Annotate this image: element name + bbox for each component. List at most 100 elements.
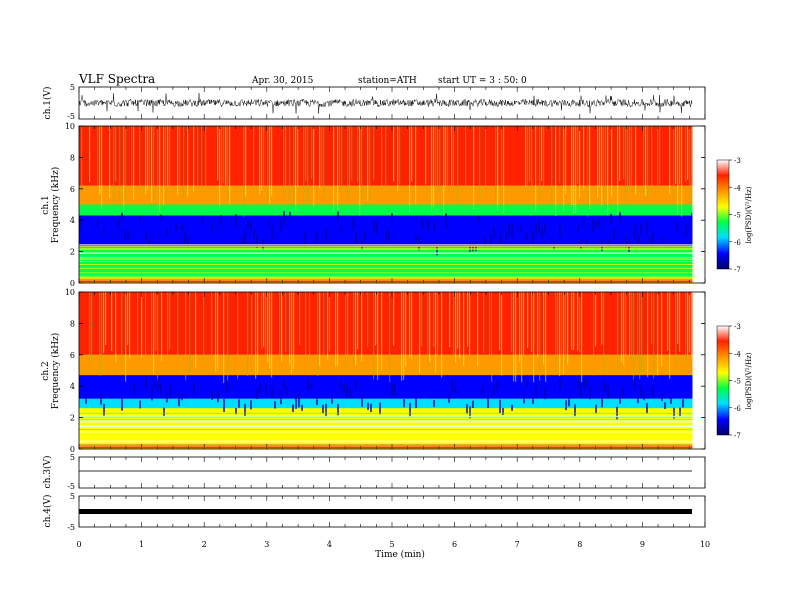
psd-streak bbox=[341, 126, 343, 190]
psd-speckle bbox=[271, 226, 273, 241]
psd-band-5 bbox=[79, 278, 693, 283]
psd-speckle bbox=[181, 393, 183, 401]
psd-streak bbox=[579, 126, 581, 199]
psd-speckle bbox=[640, 385, 642, 397]
psd-streak bbox=[575, 126, 577, 213]
psd-streak bbox=[651, 126, 653, 202]
psd-streak bbox=[167, 292, 169, 374]
freq-tick-label: 2 bbox=[70, 248, 75, 257]
psd-streak bbox=[223, 292, 225, 383]
psd-streak bbox=[677, 126, 679, 215]
psd-speckle bbox=[496, 381, 498, 390]
psd-streak bbox=[675, 292, 677, 367]
freq-tick-label: 8 bbox=[70, 319, 75, 328]
psd-speckle bbox=[226, 379, 228, 393]
psd-streak bbox=[119, 126, 121, 201]
psd-speckle bbox=[283, 211, 285, 225]
time-tick-label: 6 bbox=[452, 540, 457, 549]
psd-speckle bbox=[421, 219, 423, 229]
psd-speckle bbox=[355, 379, 357, 390]
psd-streak bbox=[631, 292, 633, 360]
psd-speckle bbox=[121, 397, 123, 411]
psd-speckle bbox=[145, 376, 147, 388]
psd-speckle bbox=[619, 212, 621, 222]
figure-title: VLF Spectra bbox=[78, 72, 155, 86]
psd-streak bbox=[293, 126, 295, 214]
psd-streak bbox=[567, 292, 569, 365]
psd-streak bbox=[151, 292, 153, 357]
psd-speckle bbox=[676, 221, 678, 232]
colorbar-tick-label: -4 bbox=[734, 184, 741, 192]
psd-streak bbox=[267, 292, 269, 363]
psd-streak bbox=[237, 292, 239, 379]
psd-speckle bbox=[394, 384, 396, 396]
psd-speckle bbox=[601, 394, 603, 408]
psd-speckle bbox=[289, 212, 291, 220]
psd-streak bbox=[511, 292, 513, 353]
psd-streak bbox=[347, 126, 349, 201]
psd-streak bbox=[197, 126, 199, 186]
psd-speckle bbox=[139, 215, 141, 222]
psd-speckle bbox=[262, 238, 264, 250]
psd-streak bbox=[323, 126, 325, 197]
psd-streak bbox=[519, 292, 521, 362]
psd-streak bbox=[187, 126, 189, 197]
psd-speckle bbox=[568, 396, 570, 407]
freq-tick-label: 4 bbox=[70, 382, 75, 391]
time-axis-ticks bbox=[78, 87, 706, 527]
psd-streak bbox=[427, 292, 429, 371]
psd-streak bbox=[421, 292, 423, 346]
psd-streak bbox=[297, 126, 299, 187]
psd-speckle bbox=[595, 404, 597, 414]
psd-speckle bbox=[625, 237, 627, 248]
psd-speckle bbox=[499, 234, 501, 245]
psd-speckle bbox=[301, 404, 303, 411]
psd-speckle bbox=[634, 224, 636, 239]
psd-speckle bbox=[565, 400, 567, 411]
psd-speckle bbox=[622, 386, 624, 398]
psd-speckle bbox=[409, 402, 411, 417]
ch2-colorbar-ticks: -3 -4 -5 -6 -7 bbox=[729, 323, 741, 440]
psd-streak bbox=[113, 126, 115, 207]
ch4-ytick-top: 5 bbox=[70, 492, 75, 501]
psd-streak bbox=[599, 126, 601, 187]
psd-streak bbox=[205, 126, 207, 210]
psd-streak bbox=[629, 292, 631, 356]
psd-streak bbox=[679, 126, 681, 185]
colorbar-tick-label: -5 bbox=[734, 378, 741, 386]
psd-speckle bbox=[502, 407, 504, 415]
freq-tick-label: 2 bbox=[70, 414, 75, 423]
psd-speckle bbox=[235, 214, 237, 229]
psd-speckle bbox=[595, 220, 597, 229]
psd-speckle bbox=[127, 230, 129, 241]
psd-streak bbox=[281, 292, 283, 362]
psd-speckle bbox=[484, 237, 486, 247]
freq-tick-label: 0 bbox=[70, 445, 75, 454]
psd-speckle bbox=[157, 378, 159, 391]
psd-speckle bbox=[169, 385, 171, 399]
psd-speckle bbox=[526, 380, 528, 388]
psd-streak bbox=[499, 292, 501, 351]
psd-streak bbox=[597, 126, 599, 199]
psd-streak bbox=[685, 292, 687, 364]
psd-streak bbox=[639, 292, 641, 379]
psd-speckle bbox=[661, 236, 663, 244]
psd-streak bbox=[515, 292, 517, 382]
time-tick-label: 5 bbox=[389, 540, 394, 549]
psd-streak bbox=[133, 126, 135, 200]
psd-streak bbox=[627, 126, 629, 192]
psd-streak bbox=[195, 292, 197, 369]
psd-band-3 bbox=[79, 215, 693, 247]
psd-speckle bbox=[649, 236, 651, 244]
psd-speckle bbox=[607, 239, 609, 247]
ch2-channel-label: ch.2 bbox=[41, 361, 51, 380]
psd-speckle bbox=[259, 383, 261, 393]
time-tick-label: 1 bbox=[139, 540, 144, 549]
psd-streak bbox=[595, 292, 597, 347]
psd-streak bbox=[631, 126, 633, 192]
psd-streak bbox=[355, 292, 357, 366]
psd-speckle bbox=[610, 214, 612, 224]
psd-streak bbox=[629, 126, 631, 200]
psd-streak bbox=[457, 292, 459, 349]
psd-streak bbox=[541, 126, 543, 181]
